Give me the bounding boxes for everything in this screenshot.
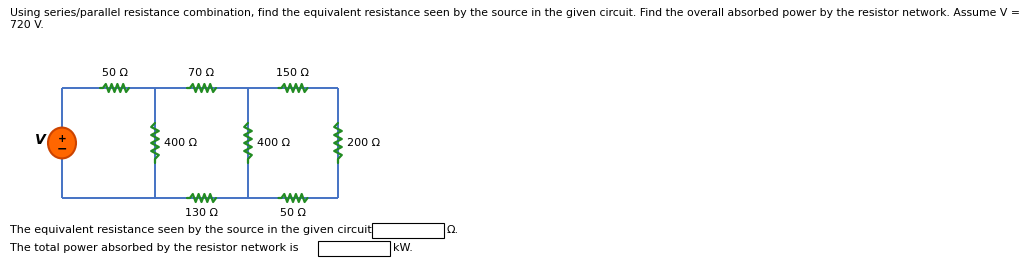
Text: The equivalent resistance seen by the source in the given circuit is: The equivalent resistance seen by the so… (10, 225, 384, 235)
Text: Ω.: Ω. (447, 225, 459, 235)
Text: 130 Ω: 130 Ω (185, 208, 218, 218)
Text: 200 Ω: 200 Ω (347, 138, 380, 148)
Text: 150 Ω: 150 Ω (276, 69, 309, 79)
Text: kW.: kW. (393, 243, 413, 253)
Text: 400 Ω: 400 Ω (164, 138, 198, 148)
Text: −: − (56, 142, 68, 155)
Text: Using series/parallel resistance combination, find the equivalent resistance see: Using series/parallel resistance combina… (10, 8, 1020, 30)
Text: The total power absorbed by the resistor network is: The total power absorbed by the resistor… (10, 243, 299, 253)
Text: 50 Ω: 50 Ω (280, 208, 306, 218)
Text: 50 Ω: 50 Ω (101, 69, 128, 79)
Text: V: V (35, 133, 45, 147)
FancyBboxPatch shape (372, 222, 444, 238)
Text: 400 Ω: 400 Ω (257, 138, 290, 148)
FancyBboxPatch shape (318, 241, 390, 255)
Text: +: + (57, 134, 67, 144)
Text: 70 Ω: 70 Ω (188, 69, 215, 79)
Ellipse shape (48, 128, 76, 158)
